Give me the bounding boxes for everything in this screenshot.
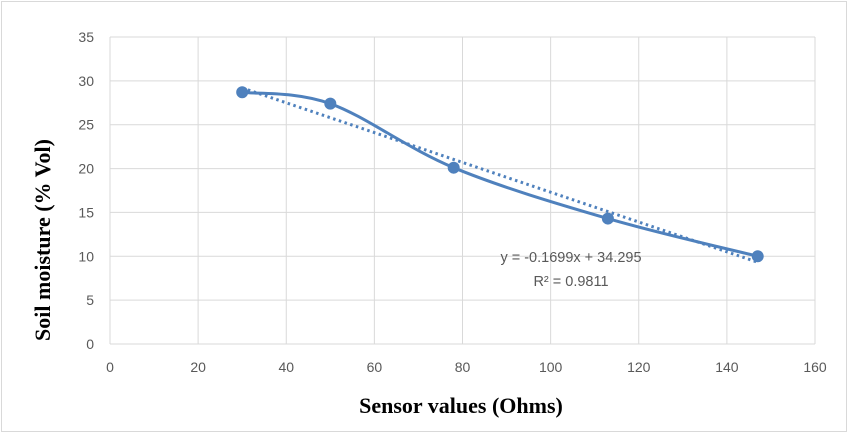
x-tick-label: 100 bbox=[539, 359, 563, 375]
data-point bbox=[601, 212, 614, 225]
y-tick-label: 35 bbox=[78, 29, 94, 45]
data-point bbox=[751, 250, 764, 263]
x-axis-title: Sensor values (Ohms) bbox=[359, 393, 563, 418]
y-tick-label: 15 bbox=[78, 204, 94, 220]
r-squared-label: R² = 0.9811 bbox=[533, 274, 608, 290]
data-point bbox=[236, 86, 249, 99]
x-tick-label: 140 bbox=[715, 359, 739, 375]
x-tick-label: 160 bbox=[803, 359, 827, 375]
x-tick-label: 60 bbox=[367, 359, 383, 375]
x-tick-label: 80 bbox=[455, 359, 471, 375]
y-tick-label: 0 bbox=[86, 336, 94, 352]
grid bbox=[109, 36, 816, 345]
markers bbox=[236, 86, 764, 263]
series-line bbox=[241, 90, 759, 258]
y-axis-title: Soil moisture (% Vol) bbox=[30, 139, 55, 341]
tick-labels: 0 20 40 60 80 100 120 140 160 0 5 10 15 20 25 30 35 bbox=[78, 29, 826, 375]
y-tick-label: 5 bbox=[86, 292, 94, 308]
trendline bbox=[241, 86, 759, 264]
y-tick-label: 25 bbox=[78, 117, 94, 133]
y-tick-label: 20 bbox=[78, 161, 94, 177]
trendline-equation: y = -0.1699x + 34.295 bbox=[500, 250, 641, 266]
x-tick-label: 120 bbox=[627, 359, 651, 375]
x-tick-label: 0 bbox=[106, 359, 114, 375]
data-point bbox=[324, 97, 337, 110]
x-tick-label: 40 bbox=[278, 359, 294, 375]
x-tick-label: 20 bbox=[190, 359, 206, 375]
y-tick-label: 10 bbox=[78, 248, 94, 264]
y-tick-label: 30 bbox=[78, 73, 94, 89]
data-point bbox=[447, 161, 460, 174]
